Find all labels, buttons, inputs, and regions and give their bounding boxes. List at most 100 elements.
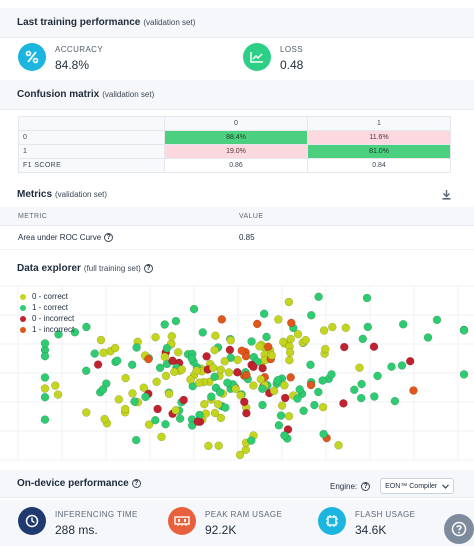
- scatter-point[interactable]: [341, 323, 351, 333]
- scatter-point[interactable]: [121, 373, 130, 383]
- scatter-point[interactable]: [173, 347, 183, 357]
- scatter-point[interactable]: [40, 351, 50, 361]
- scatter-point[interactable]: [128, 389, 137, 398]
- scatter-point[interactable]: [370, 392, 379, 401]
- scatter-point[interactable]: [175, 414, 185, 423]
- scatter-point[interactable]: [51, 381, 60, 390]
- scatter-point[interactable]: [53, 390, 63, 399]
- scatter-point[interactable]: [186, 375, 195, 384]
- scatter-point[interactable]: [262, 332, 271, 342]
- scatter-point[interactable]: [210, 408, 220, 418]
- scatter-point[interactable]: [131, 435, 141, 445]
- scatter-point[interactable]: [328, 322, 337, 332]
- scatter-point[interactable]: [267, 351, 276, 360]
- help-icon[interactable]: ?: [143, 263, 153, 273]
- scatter-point[interactable]: [369, 342, 379, 351]
- scatter-point[interactable]: [283, 425, 293, 434]
- scatter-point[interactable]: [70, 328, 80, 337]
- scatter-point[interactable]: [162, 343, 172, 353]
- scatter-point[interactable]: [120, 404, 130, 414]
- scatter-point[interactable]: [215, 388, 225, 397]
- scatter-point[interactable]: [40, 415, 50, 424]
- scatter-point[interactable]: [256, 375, 266, 384]
- scatter-point[interactable]: [167, 331, 177, 341]
- scatter-point[interactable]: [112, 356, 122, 365]
- scatter-point[interactable]: [54, 330, 63, 339]
- scatter-point[interactable]: [151, 415, 160, 425]
- scatter-point[interactable]: [187, 421, 197, 430]
- scatter-point[interactable]: [340, 342, 349, 352]
- scatter-point[interactable]: [207, 392, 216, 401]
- scatter-point[interactable]: [193, 417, 203, 426]
- scatter-point[interactable]: [387, 362, 396, 371]
- help-button[interactable]: [444, 514, 474, 544]
- scatter-point[interactable]: [160, 320, 169, 329]
- scatter-point[interactable]: [152, 377, 161, 387]
- scatter-point[interactable]: [141, 392, 150, 402]
- scatter-point[interactable]: [179, 395, 188, 405]
- scatter-point[interactable]: [139, 383, 149, 392]
- scatter-point[interactable]: [334, 441, 343, 450]
- scatter-point[interactable]: [211, 331, 220, 340]
- scatter-point[interactable]: [157, 432, 166, 442]
- scatter-point[interactable]: [263, 342, 273, 352]
- scatter-point[interactable]: [144, 420, 154, 429]
- scatter-point[interactable]: [40, 384, 50, 393]
- scatter-point[interactable]: [144, 354, 153, 364]
- scatter-point[interactable]: [114, 395, 124, 404]
- scatter-point[interactable]: [285, 348, 295, 357]
- scatter-point[interactable]: [224, 368, 234, 377]
- scatter-point[interactable]: [279, 337, 288, 347]
- scatter-point[interactable]: [357, 379, 366, 389]
- engine-select[interactable]: EON™ Compiler: [380, 478, 455, 494]
- scatter-point[interactable]: [295, 385, 304, 394]
- scatter-point[interactable]: [356, 393, 366, 403]
- scatter-point[interactable]: [200, 399, 209, 409]
- scatter-point[interactable]: [269, 386, 279, 396]
- scatter-point[interactable]: [293, 329, 303, 339]
- scatter-point[interactable]: [214, 441, 223, 450]
- scatter-point[interactable]: [274, 315, 283, 324]
- scatter-point[interactable]: [40, 392, 50, 402]
- scatter-point[interactable]: [255, 342, 264, 351]
- scatter-point[interactable]: [99, 348, 108, 358]
- scatter-point[interactable]: [363, 322, 373, 332]
- help-icon[interactable]: ?: [131, 479, 141, 488]
- download-icon[interactable]: [442, 190, 451, 203]
- scatter-point[interactable]: [187, 354, 197, 363]
- scatter-point[interactable]: [314, 292, 323, 302]
- scatter-point[interactable]: [233, 368, 242, 377]
- scatter-point[interactable]: [258, 400, 267, 410]
- scatter-point[interactable]: [319, 429, 328, 439]
- scatter-point[interactable]: [237, 346, 247, 355]
- scatter-point[interactable]: [160, 352, 170, 362]
- scatter-point[interactable]: [358, 334, 368, 344]
- scatter-point[interactable]: [216, 413, 226, 423]
- scatter-point[interactable]: [82, 408, 91, 417]
- scatter-point[interactable]: [213, 400, 223, 409]
- scatter-point[interactable]: [110, 343, 120, 353]
- scatter-point[interactable]: [285, 355, 294, 365]
- scatter-point[interactable]: [82, 322, 91, 332]
- data-explorer-scatter-plot[interactable]: [0, 282, 474, 464]
- legend-item-1-incorrect[interactable]: 1 - incorrect: [20, 325, 74, 334]
- scatter-point[interactable]: [287, 318, 296, 328]
- scatter-point[interactable]: [127, 360, 137, 370]
- scatter-point[interactable]: [274, 421, 284, 430]
- scatter-point[interactable]: [194, 378, 204, 388]
- scatter-point[interactable]: [168, 356, 177, 366]
- scatter-point[interactable]: [40, 339, 50, 348]
- scatter-point[interactable]: [327, 370, 336, 379]
- scatter-point[interactable]: [459, 326, 469, 335]
- scatter-point[interactable]: [90, 349, 99, 358]
- scatter-point[interactable]: [409, 386, 418, 395]
- scatter-point[interactable]: [286, 334, 295, 344]
- scatter-point[interactable]: [276, 411, 286, 420]
- scatter-point[interactable]: [259, 309, 269, 319]
- scatter-point[interactable]: [405, 356, 415, 366]
- scatter-point[interactable]: [171, 406, 180, 415]
- scatter-point[interactable]: [208, 363, 218, 372]
- scatter-point[interactable]: [423, 333, 433, 342]
- scatter-point[interactable]: [226, 336, 235, 345]
- scatter-point[interactable]: [362, 293, 372, 303]
